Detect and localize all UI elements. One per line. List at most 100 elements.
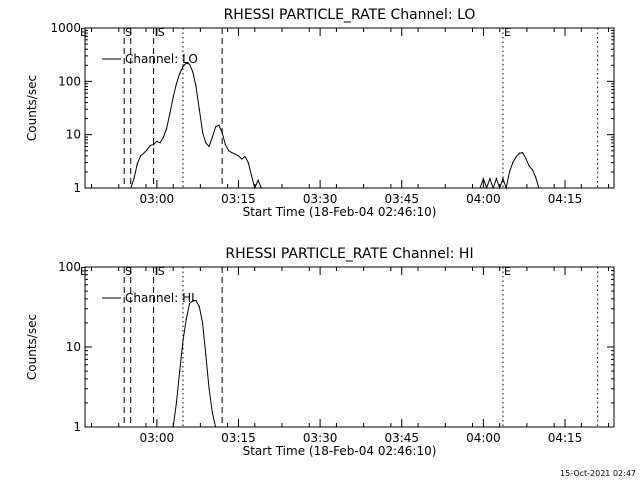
x-axis-label: Start Time (18-Feb-04 02:46:10) [243, 205, 437, 219]
data-point [172, 96, 174, 98]
data-point [247, 161, 249, 164]
data-point [254, 187, 256, 189]
data-point [505, 187, 507, 189]
data-point [130, 187, 132, 189]
y-tick-label: 1 [73, 420, 81, 434]
data-point [531, 169, 533, 171]
series-line [479, 152, 540, 190]
data-point [231, 152, 233, 154]
panel-2: RHESSI PARTICLE_RATE Channel: HI 1 10 100 03… [25, 246, 615, 458]
data-point [234, 153, 236, 155]
chart-title: RHESSI PARTICLE_RATE Channel: HI [225, 246, 473, 262]
data-point [244, 155, 246, 158]
y-axis-label: Counts/sec [25, 75, 39, 141]
data-point [179, 72, 181, 75]
data-point [479, 187, 481, 189]
corner-label: E [80, 26, 87, 39]
data-point [215, 126, 217, 128]
event-marker-label: S [125, 265, 132, 278]
data-point [250, 175, 253, 177]
event-marker-label: E [504, 265, 511, 278]
data-point [241, 158, 243, 160]
y-tick-label: 10 [66, 340, 81, 354]
data-point [224, 144, 227, 146]
y-tick-label: 100 [58, 260, 81, 274]
x-tick-label: 03:15 [221, 431, 256, 445]
x-tick-label: 03:45 [384, 431, 419, 445]
data-point [182, 340, 184, 342]
y-tick-label: 100 [58, 74, 81, 88]
data-point [257, 179, 259, 181]
data-point [166, 127, 168, 130]
event-marker-label: E [504, 26, 511, 39]
x-axis-label: Start Time (18-Feb-04 02:46:10) [243, 444, 437, 458]
data-point [512, 161, 514, 164]
data-point [182, 65, 184, 68]
data-point [211, 412, 213, 414]
data-point [538, 187, 540, 189]
data-point [198, 108, 200, 110]
data-point [185, 319, 187, 321]
data-point [162, 136, 164, 138]
x-tick-label: 04:15 [548, 192, 583, 206]
data-point [482, 178, 484, 180]
data-point [215, 426, 217, 428]
series-line [130, 62, 262, 190]
data-point [228, 150, 230, 152]
x-tick-label: 03:00 [140, 192, 175, 206]
data-point [201, 131, 204, 134]
data-point [205, 142, 207, 144]
data-point [205, 354, 207, 356]
panel-1: RHESSI PARTICLE_RATE Channel: LO 1 10 100 10… [25, 7, 615, 219]
data-point [169, 112, 171, 115]
data-point [188, 63, 191, 65]
data-point [195, 300, 197, 302]
x-tick-label: 04:15 [548, 431, 583, 445]
data-point [175, 83, 178, 85]
series-line [172, 300, 217, 428]
x-tick-label: 04:00 [466, 431, 501, 445]
data-point [518, 152, 520, 154]
chart-title: RHESSI PARTICLE_RATE Channel: LO [224, 7, 476, 23]
footer-timestamp: 15-Oct-2021 02:47 [560, 469, 636, 478]
data-point [146, 149, 148, 151]
data-point [486, 187, 488, 189]
data-point [156, 140, 158, 142]
data-point [198, 305, 200, 308]
x-tick-label: 03:00 [140, 431, 175, 445]
data-point [208, 388, 210, 390]
data-point [159, 142, 161, 144]
data-point [211, 136, 213, 138]
x-tick-label: 03:30 [303, 192, 338, 206]
event-marker-label: S [125, 26, 132, 39]
y-tick-label: 10 [66, 128, 81, 142]
data-point [489, 178, 491, 180]
data-point [192, 300, 194, 302]
data-point [179, 370, 181, 372]
corner-label: E [80, 265, 87, 278]
data-point [528, 165, 530, 167]
data-point [192, 71, 194, 73]
data-point [218, 124, 220, 126]
data-point [521, 152, 524, 154]
data-point [185, 62, 187, 64]
legend-label: Channel: HI [125, 291, 195, 305]
event-marker-label: IS [155, 265, 165, 278]
data-point [201, 322, 204, 324]
data-point [143, 152, 145, 154]
legend-label: Channel: LO [125, 52, 198, 66]
data-point [499, 187, 501, 189]
data-point [535, 176, 537, 178]
data-point [525, 157, 527, 159]
data-point [508, 171, 511, 173]
data-point [492, 187, 494, 189]
data-point [172, 426, 174, 428]
data-point [237, 155, 240, 157]
x-tick-label: 03:45 [384, 192, 419, 206]
data-point [149, 144, 151, 146]
data-point [208, 145, 210, 148]
y-axis-label: Counts/sec [25, 314, 39, 380]
plot-frame [84, 27, 615, 189]
y-tick-label: 1000 [50, 21, 81, 35]
